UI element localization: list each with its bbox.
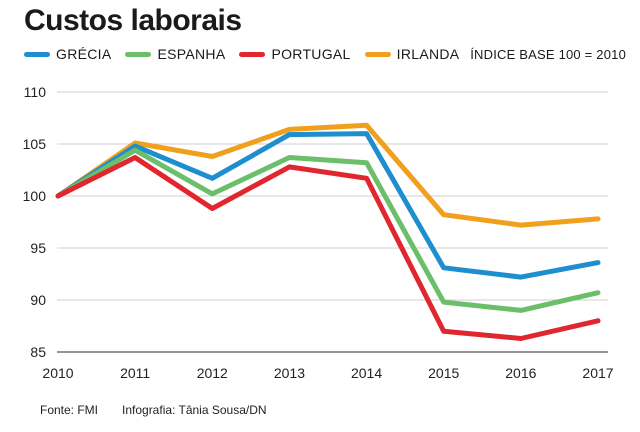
legend-label-grecia: GRÉCIA (56, 46, 112, 62)
legend-swatch-espanha (125, 51, 152, 57)
series-line-irlanda (55, 122, 601, 228)
y-tick-label: 95 (30, 240, 46, 256)
series-line-grecia (55, 131, 601, 280)
y-tick-label: 105 (23, 136, 47, 152)
y-tick-label: 90 (30, 292, 46, 308)
legend-label-portugal: PORTUGAL (271, 46, 351, 62)
series-line-portugal (55, 155, 601, 341)
legend-label-espanha: ESPANHA (157, 46, 226, 62)
x-tick-label: 2010 (42, 365, 73, 381)
legend-swatch-grecia (24, 51, 50, 57)
legend-item-portugal: PORTUGAL (239, 46, 350, 62)
legend-item-irlanda: IRLANDA (364, 46, 460, 62)
footer-source: Fonte: FMI (40, 403, 99, 417)
x-tick-label: 2011 (120, 365, 150, 381)
x-tick-label: 2012 (197, 365, 228, 381)
x-tick-label: 2014 (351, 365, 382, 381)
legend-swatch-portugal (239, 51, 266, 57)
x-tick-label: 2013 (274, 365, 305, 381)
x-tick-label: 2016 (505, 365, 536, 381)
x-tick-label: 2017 (582, 365, 613, 381)
legend: GRÉCIA ESPANHA PORTUGAL IRLANDA (24, 46, 473, 62)
y-tick-label: 110 (24, 84, 47, 100)
x-tick-label: 2015 (428, 365, 459, 381)
legend-label-irlanda: IRLANDA (396, 46, 460, 62)
legend-item-espanha: ESPANHA (125, 46, 225, 62)
legend-item-grecia: GRÉCIA (24, 46, 111, 62)
y-tick-label: 100 (23, 188, 47, 204)
baseline-note: ÍNDICE BASE 100 = 2010 (470, 47, 626, 62)
y-tick-label: 85 (30, 344, 46, 360)
chart-title: Custos laborais (24, 4, 242, 37)
series-line-espanha (55, 147, 601, 313)
legend-swatch-irlanda (364, 51, 391, 57)
footer-credit: Infografia: Tânia Sousa/DN (122, 403, 267, 417)
